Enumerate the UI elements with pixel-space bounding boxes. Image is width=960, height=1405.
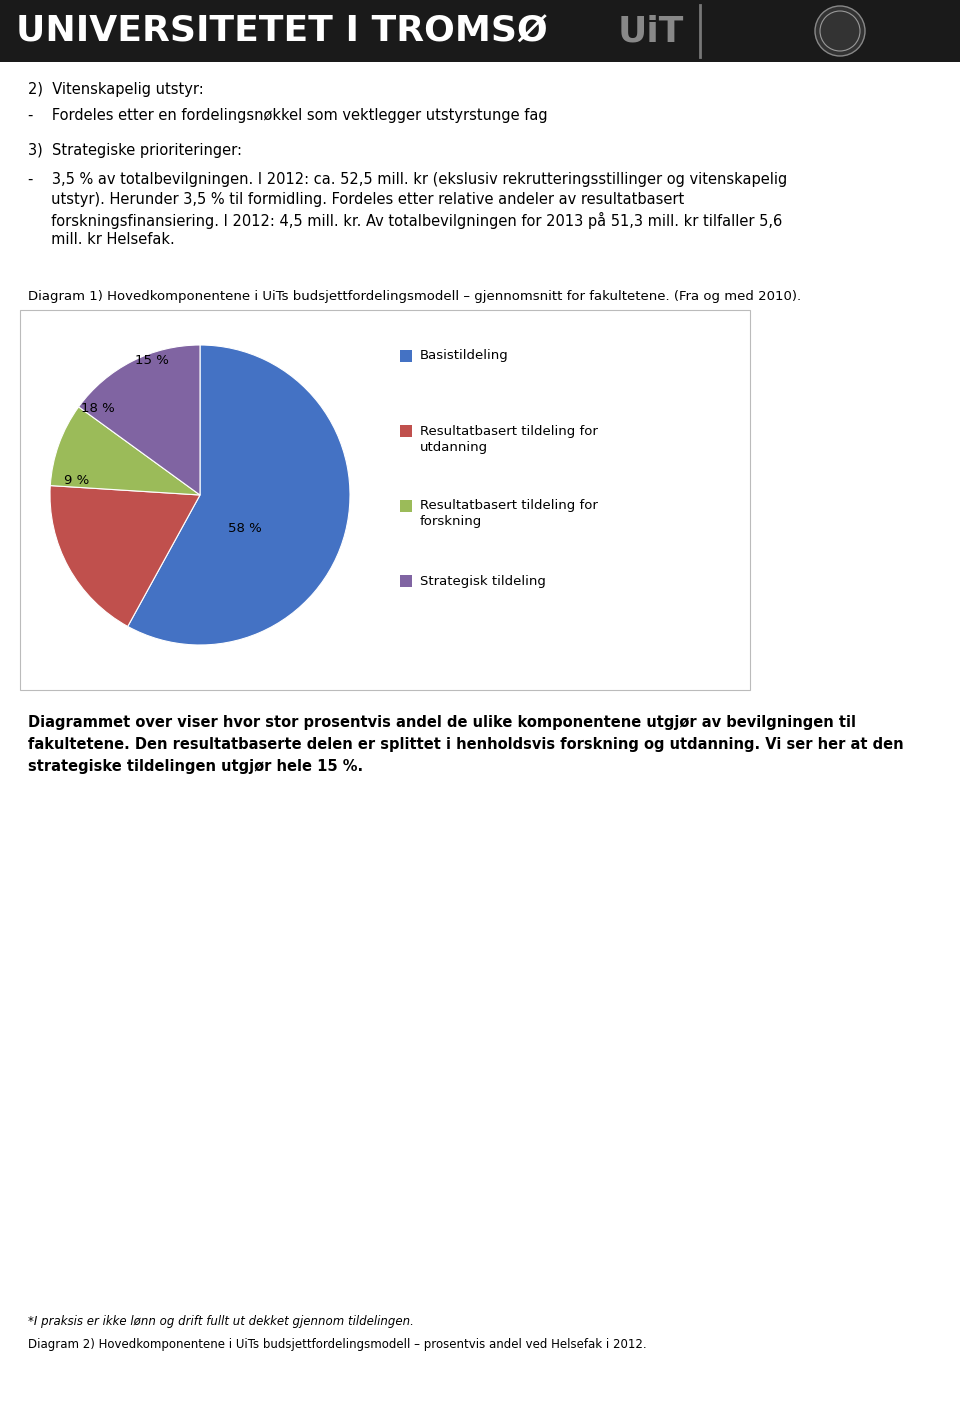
Wedge shape: [50, 486, 200, 627]
Wedge shape: [128, 346, 350, 645]
Text: 2)  Vitenskapelig utstyr:: 2) Vitenskapelig utstyr:: [28, 81, 204, 97]
Bar: [20, 311, 750, 690]
Bar: [400, 575, 412, 587]
Text: forskning: forskning: [420, 516, 482, 528]
Circle shape: [815, 6, 865, 56]
Text: Diagram 1) Hovedkomponentene i UiTs budsjettfordelingsmodell – gjennomsnitt for : Diagram 1) Hovedkomponentene i UiTs buds…: [28, 289, 802, 303]
Text: *I praksis er ikke lønn og drift fullt ut dekket gjennom tildelingen.: *I praksis er ikke lønn og drift fullt u…: [28, 1315, 414, 1328]
Text: forskningsfinansiering. I 2012: 4,5 mill. kr. Av totalbevilgningen for 2013 på 5: forskningsfinansiering. I 2012: 4,5 mill…: [28, 212, 782, 229]
Text: Basistildeling: Basistildeling: [420, 350, 509, 362]
Bar: [400, 424, 412, 437]
Text: 58 %: 58 %: [228, 521, 262, 534]
Text: mill. kr Helsefak.: mill. kr Helsefak.: [28, 232, 175, 247]
Text: -    3,5 % av totalbevilgningen. I 2012: ca. 52,5 mill. kr (ekslusiv rekrutterin: - 3,5 % av totalbevilgningen. I 2012: ca…: [28, 171, 787, 187]
Text: UNIVERSITETET I TROMSØ: UNIVERSITETET I TROMSØ: [16, 15, 561, 49]
Text: Strategisk tildeling: Strategisk tildeling: [420, 575, 546, 587]
Text: 3)  Strategiske prioriteringer:: 3) Strategiske prioriteringer:: [28, 143, 242, 157]
Text: 15 %: 15 %: [135, 354, 169, 367]
Text: 9 %: 9 %: [64, 473, 89, 486]
Text: Diagram 2) Hovedkomponentene i UiTs budsjettfordelingsmodell – prosentvis andel : Diagram 2) Hovedkomponentene i UiTs buds…: [28, 1338, 647, 1352]
Wedge shape: [79, 346, 200, 495]
Text: utdanning: utdanning: [420, 441, 488, 454]
Wedge shape: [50, 407, 200, 495]
Text: Diagrammet over viser hvor stor prosentvis andel de ulike komponentene utgjør av: Diagrammet over viser hvor stor prosentv…: [28, 715, 856, 731]
Bar: [0, 0, 960, 62]
Text: Resultatbasert tildeling for: Resultatbasert tildeling for: [420, 424, 598, 437]
Text: UiT: UiT: [618, 15, 684, 49]
Text: utstyr). Herunder 3,5 % til formidling. Fordeles etter relative andeler av resul: utstyr). Herunder 3,5 % til formidling. …: [28, 192, 684, 207]
Text: 18 %: 18 %: [82, 402, 115, 414]
Text: fakultetene. Den resultatbaserte delen er splittet i henholdsvis forskning og ut: fakultetene. Den resultatbaserte delen e…: [28, 738, 903, 752]
Text: strategiske tildelingen utgjør hele 15 %.: strategiske tildelingen utgjør hele 15 %…: [28, 759, 363, 774]
Bar: [400, 350, 412, 362]
Text: Resultatbasert tildeling for: Resultatbasert tildeling for: [420, 500, 598, 513]
Bar: [400, 500, 412, 511]
Text: -    Fordeles etter en fordelingsnøkkel som vektlegger utstyrstunge fag: - Fordeles etter en fordelingsnøkkel som…: [28, 108, 547, 124]
